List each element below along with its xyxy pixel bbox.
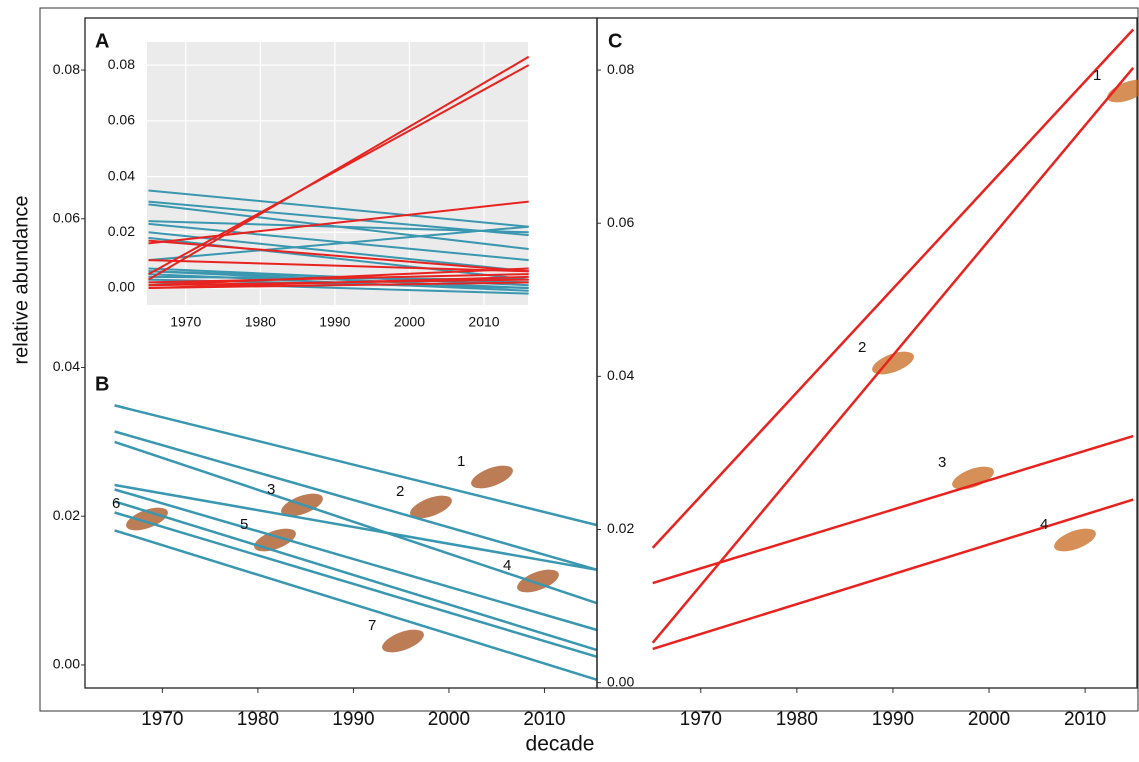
trend-line [148,273,529,284]
x-tick-label: 1980 [237,709,279,730]
y-tick-label: 0.08 [108,56,135,72]
ant-number: 3 [938,454,946,471]
trend-line [114,483,598,572]
trend-line [114,529,598,681]
y-tick-label: 0.06 [53,209,80,225]
trend-line [148,222,529,262]
ant-number: 5 [240,516,248,533]
ant-number: 7 [368,617,376,634]
ant-photo [952,466,994,490]
y-tick-label: 0.06 [108,112,135,128]
trend-line [148,220,529,234]
trend-line [148,200,529,245]
trend-line [114,511,598,658]
trend-line [652,498,1134,651]
x-tick-label: 1990 [332,709,374,730]
y-tick-label: 0.02 [607,520,634,536]
trend-line [651,28,1135,549]
y-tick-label: 0.00 [53,656,80,672]
x-tick-label: 2000 [394,314,425,330]
trend-line [148,259,529,273]
ant-number: 2 [858,339,866,356]
ant-photo [1054,528,1096,552]
panel-frame [596,17,1138,689]
y-tick-label: 0.00 [607,673,634,689]
y-tick-label: 0.02 [53,507,80,523]
y-tick-label: 0.02 [108,223,135,239]
x-axis-label: decade [526,733,595,756]
ant-number: 4 [503,557,511,574]
y-tick-label: 0.00 [108,279,135,295]
x-tick-label: 1970 [170,314,201,330]
trend-line [114,440,598,605]
trend-line [651,66,1135,644]
y-tick-label: 0.08 [607,61,634,77]
ant-number: 1 [457,453,465,470]
panel-letter: B [95,373,109,395]
ant-photo [471,465,513,489]
x-tick-label: 1990 [872,709,914,730]
x-tick-label: 2000 [428,709,470,730]
ant-photo [254,528,296,552]
ant-number: 4 [1040,516,1048,533]
x-tick-label: 2010 [468,314,499,330]
trend-line [148,189,529,228]
trend-line [148,281,529,289]
y-tick-label: 0.04 [607,367,634,383]
figure-frame [39,7,1139,712]
trend-line [148,239,529,273]
trend-line [148,225,529,262]
trend-line [148,64,530,275]
x-tick-label: 1970 [680,709,722,730]
trend-line [114,488,598,632]
ant-number: 6 [112,495,120,512]
y-axis-label: relative abundance [10,195,32,364]
y-tick-label: 0.06 [607,214,634,230]
ant-photo [126,507,168,531]
trend-line [114,430,598,572]
x-tick-label: 1970 [141,709,183,730]
ant-number: 3 [267,481,275,498]
panel-letter: A [95,30,109,52]
ant-number: 2 [396,483,404,500]
ant-photo [410,495,452,519]
y-tick-label: 0.04 [53,358,80,374]
x-tick-label: 2000 [968,709,1010,730]
x-tick-label: 1990 [319,314,350,330]
x-tick-label: 2010 [1064,709,1106,730]
trend-line [114,500,598,652]
y-tick-label: 0.08 [53,61,80,77]
ant-photo [517,569,559,593]
ant-number: 1 [1093,67,1101,84]
ant-photo [1107,79,1139,103]
trend-line [652,434,1134,585]
y-tick-label: 0.04 [108,167,135,183]
ant-photo [382,629,424,653]
x-tick-label: 1980 [776,709,818,730]
trend-line [148,278,529,287]
x-tick-label: 1980 [245,314,276,330]
panel-letter: C [608,30,622,52]
trend-line [148,267,529,287]
trend-line [147,55,530,281]
x-tick-label: 2010 [523,709,565,730]
trend-line [114,404,598,527]
